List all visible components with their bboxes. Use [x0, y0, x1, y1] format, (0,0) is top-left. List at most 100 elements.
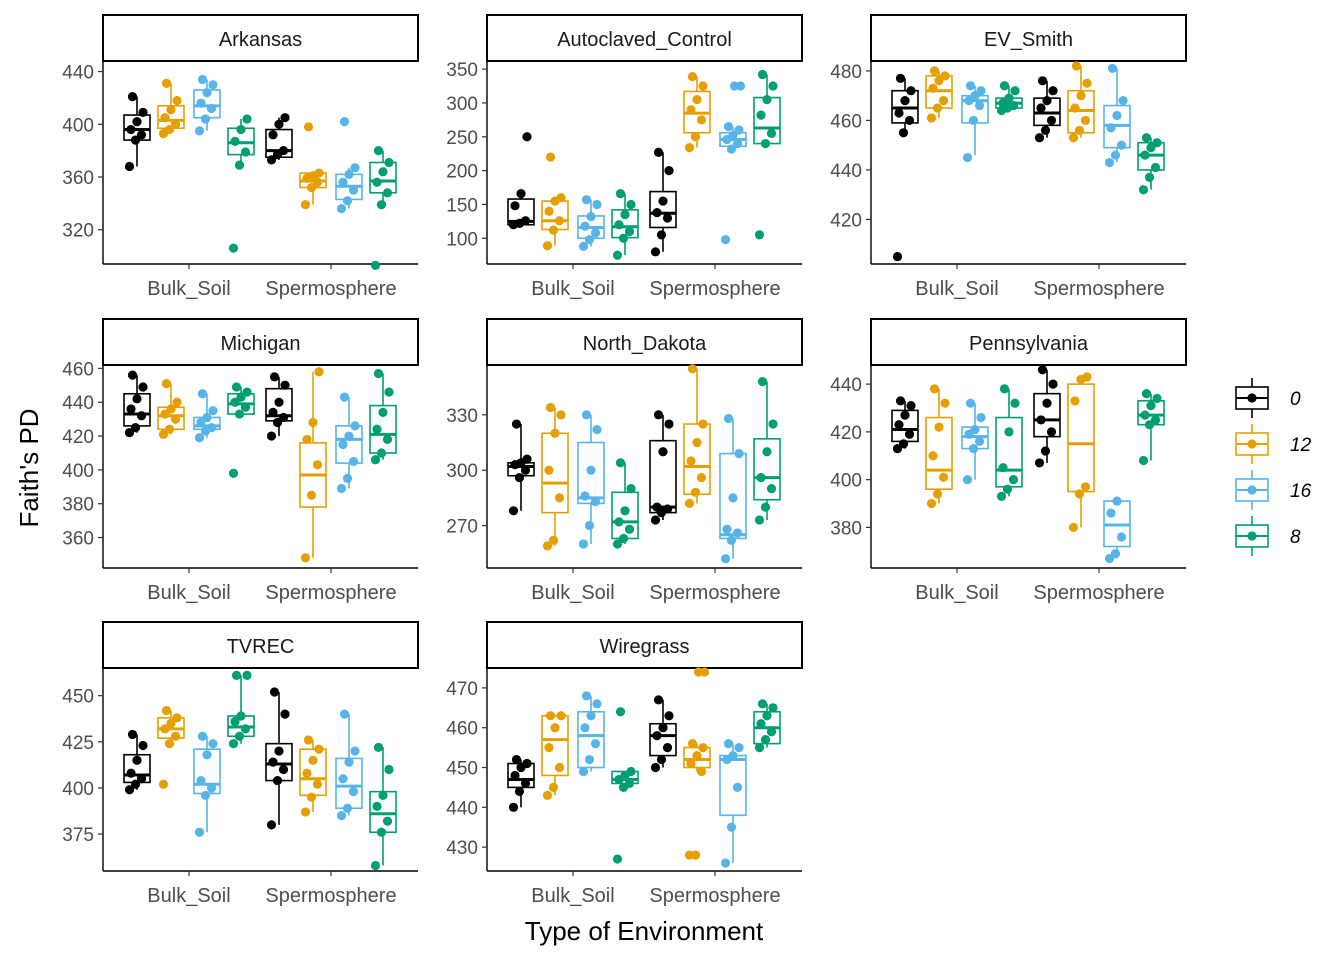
- data-point: [1082, 78, 1092, 88]
- data-point: [720, 235, 731, 245]
- data-point: [242, 114, 252, 124]
- box-spermosphere-8: [1137, 389, 1165, 466]
- data-point: [268, 130, 278, 140]
- y-tick-label: 400: [830, 471, 862, 492]
- data-point: [342, 803, 353, 813]
- data-point: [768, 419, 778, 429]
- data-point: [303, 735, 314, 745]
- box-bulk_soil-12: [541, 152, 569, 251]
- y-tick-label: 320: [62, 221, 94, 242]
- y-axis-title: Faith's PD: [14, 408, 44, 527]
- y-tick-label: 300: [446, 461, 478, 482]
- data-point: [1116, 532, 1127, 542]
- facet-title: Arkansas: [219, 29, 302, 51]
- data-point: [350, 421, 360, 431]
- data-point: [692, 750, 702, 761]
- data-point: [161, 78, 172, 89]
- data-point: [624, 778, 635, 789]
- data-point: [272, 417, 283, 428]
- data-point: [726, 144, 737, 154]
- box-bulk_soil-12: [157, 705, 185, 789]
- box-bulk_soil-12: [157, 78, 185, 139]
- box-spermosphere-16: [1103, 496, 1131, 564]
- data-point: [656, 230, 667, 240]
- data-point: [578, 241, 589, 252]
- data-point: [653, 147, 664, 157]
- box-spermosphere-0: [265, 372, 293, 441]
- data-point: [166, 404, 176, 414]
- data-point: [197, 731, 208, 741]
- legend-label: 8: [1290, 527, 1301, 548]
- data-point: [698, 81, 708, 91]
- data-point: [624, 226, 635, 237]
- data-point: [1082, 372, 1092, 382]
- box-bulk_soil-12: [541, 711, 569, 800]
- data-point: [929, 384, 940, 394]
- data-point: [586, 465, 596, 475]
- data-point: [303, 122, 314, 132]
- data-point: [1080, 482, 1091, 492]
- data-point: [1042, 96, 1052, 106]
- data-point: [766, 727, 777, 737]
- data-point: [898, 128, 909, 138]
- data-point: [378, 407, 388, 417]
- data-point: [965, 398, 976, 408]
- data-point: [614, 220, 624, 230]
- box-bulk_soil-8: [611, 707, 639, 864]
- data-point: [1141, 389, 1152, 399]
- box-bulk_soil-16: [577, 195, 605, 252]
- data-point: [928, 451, 938, 461]
- y-tick-label: 360: [62, 168, 94, 189]
- legend-item-16: 16: [1235, 470, 1312, 510]
- data-point: [274, 746, 284, 756]
- data-point: [732, 528, 743, 538]
- data-point: [384, 764, 394, 775]
- box-bulk_soil-8: [611, 189, 639, 260]
- data-point: [520, 216, 531, 226]
- data-point: [766, 484, 777, 494]
- box-bulk_soil-8: [995, 384, 1023, 501]
- data-point: [974, 436, 985, 447]
- data-point: [336, 204, 347, 214]
- data-point: [161, 705, 172, 716]
- data-point: [1004, 93, 1014, 103]
- data-point: [906, 86, 916, 96]
- facet-strip: [870, 318, 1187, 366]
- data-point: [200, 114, 211, 124]
- y-tick-label: 360: [62, 529, 94, 550]
- data-point: [580, 221, 590, 231]
- data-point: [308, 755, 318, 765]
- data-point: [928, 83, 938, 93]
- data-point: [1144, 172, 1155, 182]
- box-bulk_soil-0: [123, 370, 151, 438]
- y-tick-label: 460: [830, 111, 862, 132]
- data-point: [514, 786, 525, 796]
- data-point: [1037, 365, 1048, 375]
- data-point: [127, 729, 138, 740]
- data-point: [1008, 100, 1019, 111]
- data-point: [514, 472, 525, 483]
- x-tick-label: Spermosphere: [1033, 278, 1164, 300]
- data-point: [344, 757, 354, 767]
- data-point: [1074, 489, 1085, 499]
- data-point: [898, 439, 909, 449]
- data-point: [339, 392, 350, 402]
- data-point: [230, 716, 240, 727]
- data-point: [584, 754, 595, 765]
- data-point: [968, 443, 979, 454]
- data-point: [999, 384, 1010, 394]
- data-point: [548, 225, 559, 235]
- data-point: [554, 762, 565, 773]
- y-tick-label: 380: [830, 518, 862, 539]
- data-point: [976, 412, 986, 423]
- data-point: [378, 167, 388, 177]
- x-tick-label: Spermosphere: [265, 278, 396, 300]
- box-iqr: [649, 190, 677, 229]
- facet-title: EV_Smith: [984, 29, 1073, 51]
- data-point: [938, 472, 949, 482]
- data-point: [196, 417, 206, 428]
- box-spermosphere-16: [719, 739, 747, 868]
- data-point: [166, 718, 176, 728]
- data-point: [581, 195, 592, 205]
- data-point: [892, 251, 903, 262]
